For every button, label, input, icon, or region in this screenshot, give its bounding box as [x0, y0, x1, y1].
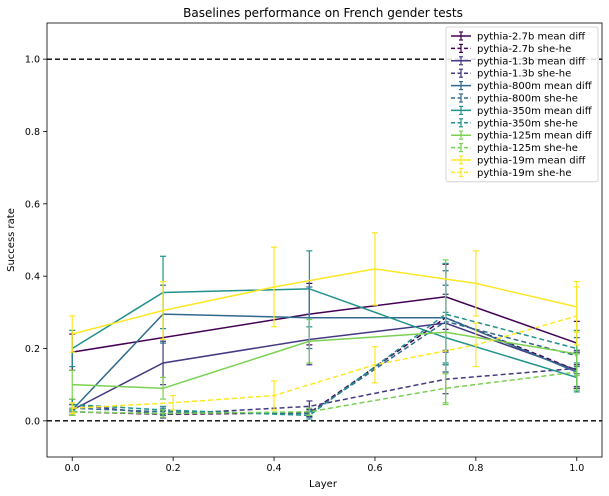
- legend-item: pythia-125m mean diff: [451, 130, 593, 142]
- series-11: [69, 286, 580, 415]
- legend-label: pythia-19m mean diff: [477, 156, 586, 167]
- plot-border: [46, 22, 603, 458]
- legend-label: pythia-1.3b she-he: [477, 69, 571, 80]
- legend-item: pythia-800m mean diff: [451, 80, 593, 92]
- legend-label: pythia-2.7b mean diff: [477, 32, 586, 43]
- legend-label: pythia-125m mean diff: [477, 131, 593, 142]
- x-tick-label: 0.2: [166, 463, 181, 474]
- series-line: [72, 313, 577, 417]
- legend-item: pythia-1.3b mean diff: [451, 56, 586, 67]
- x-tick-label: 0.4: [266, 463, 281, 474]
- legend-item: pythia-800m she-he: [451, 93, 578, 105]
- x-tick-label: 0.8: [468, 463, 483, 474]
- x-tick-label: 1.0: [569, 463, 584, 474]
- series-line: [72, 315, 577, 409]
- x-tick-label: 0.0: [65, 463, 80, 474]
- legend-item: pythia-125m she-he: [451, 143, 578, 154]
- series-line: [72, 268, 577, 335]
- y-tick-label: 1.0: [25, 55, 40, 66]
- y-tick-label: 0.4: [25, 272, 40, 283]
- legend-item: pythia-19m she-he: [451, 167, 571, 179]
- y-tick-label: 0.8: [25, 127, 40, 138]
- legend-label: pythia-1.3b mean diff: [477, 56, 586, 67]
- legend-label: pythia-2.7b she-he: [477, 44, 571, 55]
- legend-item: pythia-350m mean diff: [451, 105, 593, 117]
- series-line: [72, 371, 577, 415]
- legend-box: [445, 26, 599, 183]
- x-axis: 0.0 0.2 0.4 0.6 0.8 1.0: [65, 457, 584, 474]
- legend-item: pythia-2.7b she-he: [451, 43, 571, 55]
- series-layer: [69, 232, 580, 420]
- legend-item: pythia-19m mean diff: [451, 155, 586, 167]
- legend-item: pythia-350m she-he: [451, 118, 578, 129]
- legend-label: pythia-350m mean diff: [477, 106, 593, 117]
- y-axis: 0.0 0.2 0.4 0.6 0.8 1.0: [25, 55, 47, 427]
- legend-item: pythia-1.3b she-he: [451, 68, 571, 80]
- y-axis-label: Success rate: [6, 208, 17, 272]
- legend-label: pythia-19m she-he: [477, 168, 571, 179]
- legend-label: pythia-125m she-he: [477, 143, 578, 154]
- legend-label: pythia-800m she-he: [477, 94, 578, 105]
- x-tick-label: 0.6: [367, 463, 382, 474]
- y-tick-label: 0.6: [25, 199, 40, 210]
- y-tick-label: 0.0: [25, 416, 40, 427]
- series-line: [72, 320, 577, 415]
- reference-lines: [47, 58, 602, 422]
- y-tick-label: 0.2: [25, 344, 40, 355]
- legend-item: pythia-2.7b mean diff: [451, 31, 586, 43]
- series-9: [69, 353, 580, 418]
- legend-label: pythia-800m mean diff: [477, 81, 593, 92]
- x-axis-label: Layer: [309, 479, 338, 490]
- legend-label: pythia-350m she-he: [477, 118, 578, 129]
- chart-title: Baselines performance on French gender t…: [183, 6, 463, 20]
